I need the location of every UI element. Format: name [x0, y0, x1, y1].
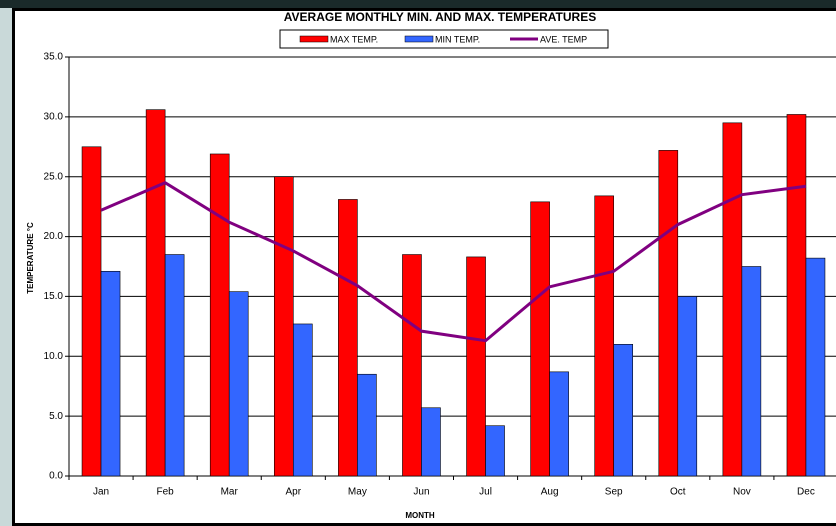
line — [100, 181, 807, 343]
bar — [677, 296, 698, 477]
bar — [402, 254, 422, 477]
bar — [485, 425, 505, 477]
y-tick-label: 5.0 — [49, 411, 63, 422]
chart-title: AVERAGE MONTHLY MIN. AND MAX. TEMPERATUR… — [284, 10, 596, 24]
bar — [613, 344, 634, 477]
y-tick-label: 15.0 — [44, 291, 64, 302]
y-tick-label: 35.0 — [44, 52, 64, 63]
y-tick-label: 10.0 — [44, 351, 64, 362]
y-tick-label: 0.0 — [49, 471, 63, 482]
y-tick-label: 25.0 — [44, 171, 64, 182]
bar — [145, 109, 166, 477]
legend — [279, 29, 609, 49]
x-tick-label: Jan — [93, 487, 109, 498]
x-tick-label: Dec — [797, 487, 815, 498]
top-strip — [0, 0, 836, 8]
legend-label: AVE. TEMP — [540, 34, 587, 44]
y-tick-label: 30.0 — [44, 111, 64, 122]
x-tick-label: Feb — [157, 487, 175, 498]
bar — [292, 323, 313, 477]
x-tick-label: Aug — [541, 487, 559, 498]
x-tick-label: Jul — [479, 487, 492, 498]
bar — [466, 256, 486, 477]
bar — [786, 114, 807, 477]
bar — [100, 270, 121, 477]
x-tick-label: May — [348, 487, 367, 498]
bar — [722, 122, 743, 477]
bar — [421, 407, 441, 477]
bar — [209, 153, 230, 477]
bar — [805, 257, 826, 477]
legend-swatch — [299, 35, 329, 43]
x-axis-label: MONTH — [405, 511, 435, 520]
x-tick-label: Nov — [733, 487, 751, 498]
bar — [658, 150, 679, 477]
bar — [81, 146, 102, 477]
bar — [338, 199, 358, 477]
bar — [741, 266, 762, 477]
bar — [164, 254, 185, 477]
y-axis-label: TEMPERATURE °C — [26, 222, 35, 294]
x-tick-label: Sep — [605, 487, 623, 498]
bar — [357, 373, 377, 477]
x-tick-label: Jun — [413, 487, 429, 498]
bar — [273, 176, 294, 477]
x-tick-label: Apr — [286, 487, 302, 498]
x-tick-label: Mar — [221, 487, 239, 498]
bar — [594, 195, 615, 477]
bar — [549, 371, 569, 477]
x-tick-label: Oct — [670, 487, 686, 498]
legend-label: MIN TEMP. — [435, 34, 480, 44]
bar — [530, 201, 550, 477]
y-tick-label: 20.0 — [44, 231, 64, 242]
legend-label: MAX TEMP. — [330, 34, 378, 44]
bar — [228, 291, 249, 477]
legend-swatch — [404, 35, 434, 43]
